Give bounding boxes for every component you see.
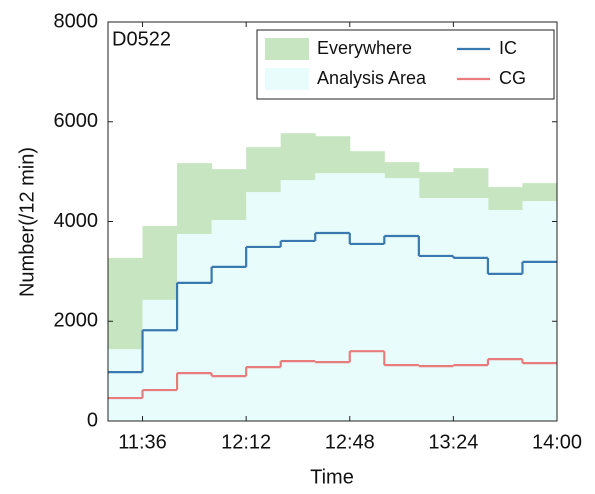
area-bin [522, 201, 558, 421]
legend-label: CG [499, 68, 526, 88]
y-tick-label: 8000 [54, 10, 99, 32]
y-axis-label: Number(/12 min) [16, 147, 38, 297]
legend-label: Everywhere [317, 38, 412, 58]
area-bin [246, 192, 282, 421]
area-bin [108, 349, 144, 421]
area-bin [280, 180, 316, 421]
x-axis-label: Time [310, 466, 354, 488]
x-tick-label: 12:12 [221, 431, 271, 453]
legend-label: IC [499, 38, 517, 58]
legend-swatch [265, 38, 309, 60]
y-tick-label: 0 [87, 409, 98, 431]
x-tick-label: 14:00 [532, 431, 582, 453]
y-tick-label: 6000 [54, 110, 99, 132]
plot-area [108, 133, 558, 422]
legend-swatch [265, 68, 309, 90]
x-tick-label: 13:24 [428, 431, 478, 453]
legend-box [256, 29, 555, 100]
area-bin [384, 178, 420, 421]
x-tick-label: 11:36 [118, 431, 167, 453]
x-tick-label: 12:48 [325, 431, 375, 453]
area-bin [177, 233, 213, 421]
area-bin [418, 198, 454, 421]
area-bin [142, 299, 178, 421]
area-bin [453, 198, 489, 421]
area-bin [349, 173, 385, 421]
area-bin [487, 210, 523, 421]
y-tick-label: 4000 [54, 210, 99, 232]
area-bin [315, 173, 351, 421]
area-bin [211, 220, 247, 421]
y-tick-label: 2000 [54, 310, 99, 332]
annotation: D0522 [112, 28, 171, 50]
legend-label: Analysis Area [317, 68, 427, 88]
